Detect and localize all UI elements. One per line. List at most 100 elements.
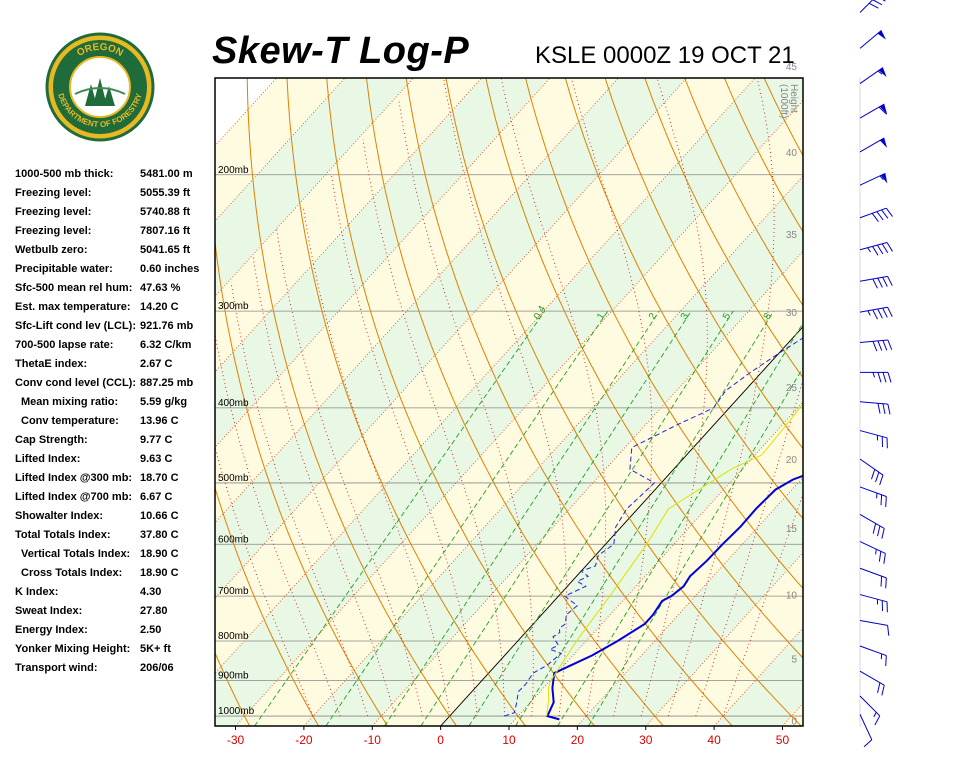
stat-label: Conv cond level (CCL): bbox=[15, 377, 137, 389]
stat-row: Freezing level: 5740.88 ft bbox=[15, 206, 215, 225]
stat-value: 6.67 C bbox=[140, 491, 173, 503]
height-tick-label: 40 bbox=[786, 148, 798, 159]
mixing-ratio-line bbox=[420, 310, 692, 726]
stat-label: Cross Totals Index: bbox=[21, 567, 123, 579]
wind-barb-flag bbox=[877, 308, 883, 319]
svg-text:OREGON: OREGON bbox=[75, 42, 125, 59]
isotherm-line bbox=[215, 78, 346, 222]
stat-row: Lifted Index @700 mb: 6.67 C bbox=[15, 491, 215, 510]
wind-barb-flag bbox=[887, 307, 893, 317]
plot-area bbox=[215, 78, 960, 726]
wind-barb bbox=[859, 103, 888, 119]
moist-adiabat bbox=[570, 78, 653, 717]
wind-barb-flag bbox=[885, 496, 887, 507]
wind-barb-pennant bbox=[879, 104, 888, 115]
wind-barb bbox=[859, 645, 887, 667]
wind-barb-flag bbox=[883, 553, 886, 564]
wind-barb-flag bbox=[882, 403, 886, 415]
dry-adiabat bbox=[286, 78, 526, 726]
stat-label: Freezing level: bbox=[15, 206, 92, 218]
isotherm-band bbox=[303, 175, 803, 726]
stat-value: 14.20 C bbox=[140, 301, 179, 313]
stat-label: 1000-500 mb thick: bbox=[15, 168, 114, 180]
wind-barb-staff bbox=[859, 458, 884, 476]
stat-value: 7807.16 ft bbox=[140, 225, 191, 237]
wind-barb bbox=[859, 137, 888, 153]
stat-label: ThetaE index: bbox=[15, 358, 88, 370]
height-axis-title: Height bbox=[788, 84, 799, 113]
stat-row: Total Totals Index: 37.80 C bbox=[15, 529, 215, 548]
stat-value: 2.67 C bbox=[140, 358, 173, 370]
stat-value: 13.96 C bbox=[140, 415, 179, 427]
stat-value: 0.60 inches bbox=[140, 263, 200, 275]
stat-row: Energy Index: 2.50 bbox=[15, 624, 215, 643]
x-tick-label: 40 bbox=[707, 733, 721, 747]
stat-value: 5041.65 ft bbox=[140, 244, 191, 256]
stat-row: Conv cond level (CCL): 887.25 mb bbox=[15, 377, 215, 396]
wind-barb-staff bbox=[859, 0, 874, 13]
isotherm-band bbox=[215, 78, 619, 523]
wind-barb-pennant bbox=[878, 67, 887, 78]
wind-barb-flag bbox=[877, 682, 881, 693]
moist-adiabat bbox=[215, 332, 341, 717]
stat-value: 9.63 C bbox=[140, 453, 173, 465]
stat-value: 10.66 C bbox=[140, 510, 179, 522]
wind-barb-pennant bbox=[879, 137, 888, 148]
wind-barb-flag bbox=[877, 372, 882, 383]
stat-label: 700-500 lapse rate: bbox=[15, 339, 114, 351]
wind-barb bbox=[859, 695, 881, 726]
station-time-label: KSLE 0000Z 19 OCT 21 bbox=[535, 42, 795, 69]
logo-top-text: OREGON bbox=[75, 42, 125, 59]
stat-label: Lifted Index @300 mb: bbox=[15, 472, 133, 484]
wind-barb bbox=[859, 306, 893, 320]
stat-value: 887.25 mb bbox=[140, 377, 194, 389]
stat-row: Sfc-Lift cond lev (LCL): 921.76 mb bbox=[15, 320, 215, 339]
isotherm-band bbox=[215, 78, 803, 726]
stat-row: Freezing level: 5055.39 ft bbox=[15, 187, 215, 206]
stat-value: 18.90 C bbox=[140, 548, 179, 560]
wind-barb-staff bbox=[859, 645, 887, 657]
x-tick-label: 10 bbox=[502, 733, 516, 747]
stat-label: Vertical Totals Index: bbox=[21, 548, 131, 560]
height-axis-units: (1000ft) bbox=[778, 84, 789, 118]
dry-adiabat bbox=[923, 78, 960, 726]
wind-barb-flag bbox=[887, 404, 891, 415]
dry-adiabat bbox=[604, 78, 803, 450]
moist-adiabat bbox=[276, 228, 423, 717]
isotherm-line bbox=[215, 78, 482, 373]
stat-label: Freezing level: bbox=[15, 225, 92, 237]
wind-barb bbox=[859, 458, 884, 486]
wind-barb-flag bbox=[879, 474, 884, 486]
mixing-ratio-line bbox=[254, 310, 546, 726]
wind-barb-flag bbox=[880, 576, 883, 587]
stat-row: Vertical Totals Index: 18.90 C bbox=[15, 548, 215, 567]
wind-barb-flag bbox=[871, 213, 879, 223]
wind-barb-half bbox=[873, 712, 877, 718]
stat-value: 18.70 C bbox=[140, 472, 179, 484]
stat-value: 9.77 C bbox=[140, 434, 173, 446]
stat-label: Lifted Index: bbox=[15, 453, 81, 465]
isotherm-line bbox=[215, 78, 414, 298]
stat-value: 5740.88 ft bbox=[140, 206, 191, 218]
wind-barb bbox=[859, 207, 893, 223]
mixing-ratio-line bbox=[325, 310, 609, 726]
wind-barb-flag bbox=[863, 739, 873, 748]
moist-adiabat bbox=[331, 174, 478, 717]
dry-adiabat bbox=[644, 78, 803, 379]
wind-barb-flag bbox=[877, 403, 881, 414]
wind-barb-pennant bbox=[877, 30, 886, 40]
stat-row: ThetaE index: 2.67 C bbox=[15, 358, 215, 377]
wind-barb-flag bbox=[877, 277, 883, 288]
mixing-ratio-line bbox=[384, 310, 660, 726]
height-tick-label: 5 bbox=[791, 655, 797, 666]
stat-row: 1000-500 mb thick: 5481.00 m bbox=[15, 168, 215, 187]
isotherm-line bbox=[303, 175, 803, 726]
stat-value: 4.30 bbox=[140, 586, 162, 598]
mixing-ratio-label: 3 bbox=[679, 311, 692, 322]
wind-barb bbox=[859, 172, 888, 186]
isotherm-band bbox=[577, 477, 803, 726]
dry-adiabat bbox=[525, 78, 803, 590]
stat-value: 921.76 mb bbox=[140, 320, 194, 332]
mixing-ratio-label: 1 bbox=[595, 311, 608, 322]
wind-barb-half bbox=[867, 247, 871, 253]
